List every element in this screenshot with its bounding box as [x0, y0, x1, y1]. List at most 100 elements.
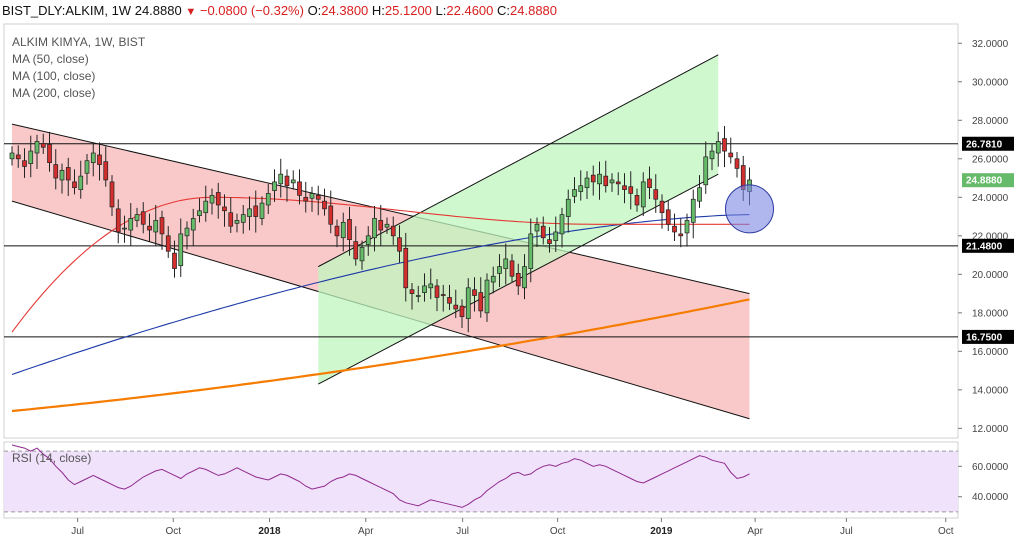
candle[interactable] — [28, 150, 34, 164]
candle[interactable] — [340, 221, 346, 239]
candle[interactable] — [147, 225, 152, 231]
candle[interactable] — [15, 154, 21, 160]
candle[interactable] — [590, 174, 596, 183]
candle[interactable] — [297, 181, 302, 196]
candle[interactable] — [40, 143, 46, 148]
candle[interactable] — [222, 206, 227, 212]
candle[interactable] — [534, 223, 540, 232]
candle[interactable] — [228, 212, 234, 227]
candle[interactable] — [259, 202, 265, 219]
candle[interactable] — [390, 225, 396, 237]
candle[interactable] — [34, 141, 40, 154]
candle[interactable] — [22, 160, 27, 167]
candle[interactable] — [628, 186, 634, 194]
candle[interactable] — [72, 181, 77, 189]
candle[interactable] — [378, 220, 384, 231]
candle[interactable] — [328, 205, 334, 225]
ma200-line[interactable] — [11, 298, 750, 413]
candle[interactable] — [234, 220, 240, 224]
candle[interactable] — [728, 152, 734, 158]
candle[interactable] — [165, 235, 171, 252]
candle[interactable] — [203, 200, 209, 214]
candle[interactable] — [153, 220, 159, 233]
candle[interactable] — [90, 152, 96, 163]
candle[interactable] — [159, 217, 165, 235]
candle[interactable] — [603, 175, 609, 187]
candle[interactable] — [459, 305, 465, 318]
candle[interactable] — [372, 218, 377, 239]
candle[interactable] — [172, 252, 177, 269]
candle[interactable] — [178, 233, 184, 267]
candle[interactable] — [528, 233, 534, 269]
candle[interactable] — [184, 227, 190, 237]
candle[interactable] — [365, 235, 371, 245]
candle[interactable] — [578, 185, 584, 192]
candle[interactable] — [490, 275, 496, 283]
candle[interactable] — [434, 285, 440, 298]
candle[interactable] — [640, 181, 646, 208]
candle[interactable] — [359, 247, 365, 262]
candle[interactable] — [422, 285, 427, 293]
candle[interactable] — [697, 187, 702, 202]
candle[interactable] — [559, 214, 565, 235]
candle[interactable] — [447, 297, 452, 304]
candle[interactable] — [247, 208, 252, 217]
candle[interactable] — [659, 200, 665, 214]
candle[interactable] — [647, 178, 652, 189]
candle[interactable] — [547, 239, 552, 244]
candle[interactable] — [665, 209, 671, 225]
candle[interactable] — [415, 295, 421, 297]
candle[interactable] — [115, 208, 121, 233]
legend-ma100[interactable]: MA (100, close) — [12, 69, 96, 83]
candle[interactable] — [315, 195, 321, 200]
candle[interactable] — [615, 181, 621, 185]
candle[interactable] — [503, 258, 509, 269]
candle[interactable] — [134, 214, 140, 221]
rsi-legend[interactable]: RSI (14, close) — [12, 451, 92, 465]
candle[interactable] — [722, 138, 727, 152]
candle[interactable] — [128, 218, 134, 231]
candle[interactable] — [215, 192, 221, 206]
candle[interactable] — [522, 266, 527, 289]
candle[interactable] — [497, 266, 502, 274]
candle[interactable] — [65, 167, 71, 181]
candle[interactable] — [240, 214, 246, 223]
candle[interactable] — [309, 193, 315, 199]
candle[interactable] — [347, 219, 352, 241]
candle[interactable] — [484, 279, 490, 314]
candle[interactable] — [472, 289, 477, 296]
highlight-circle[interactable] — [725, 184, 774, 234]
candle[interactable] — [465, 287, 471, 319]
candle[interactable] — [703, 156, 709, 186]
candle[interactable] — [609, 179, 615, 184]
candle[interactable] — [334, 225, 340, 237]
candle[interactable] — [103, 161, 109, 181]
candle[interactable] — [140, 211, 146, 225]
candle[interactable] — [84, 160, 90, 174]
candle[interactable] — [684, 220, 690, 234]
candle[interactable] — [565, 198, 571, 217]
candle[interactable] — [572, 189, 577, 197]
candle[interactable] — [384, 223, 390, 228]
legend-ma200[interactable]: MA (200, close) — [12, 86, 96, 100]
candle[interactable] — [53, 164, 59, 179]
candle[interactable] — [209, 195, 215, 204]
candle[interactable] — [440, 294, 446, 296]
candle[interactable] — [303, 196, 309, 202]
candle[interactable] — [197, 210, 202, 216]
candle[interactable] — [653, 189, 659, 200]
candle[interactable] — [715, 141, 721, 154]
candle[interactable] — [290, 179, 296, 184]
ma100-line[interactable] — [11, 214, 750, 376]
candle[interactable] — [622, 185, 627, 190]
candle[interactable] — [453, 304, 459, 310]
candle[interactable] — [59, 169, 65, 181]
candle[interactable] — [322, 200, 327, 210]
candle[interactable] — [709, 150, 715, 160]
candle[interactable] — [97, 154, 102, 165]
candle[interactable] — [672, 225, 677, 233]
candle[interactable] — [540, 225, 546, 239]
candle[interactable] — [109, 181, 115, 208]
candle[interactable] — [678, 233, 684, 237]
candle[interactable] — [597, 173, 602, 185]
